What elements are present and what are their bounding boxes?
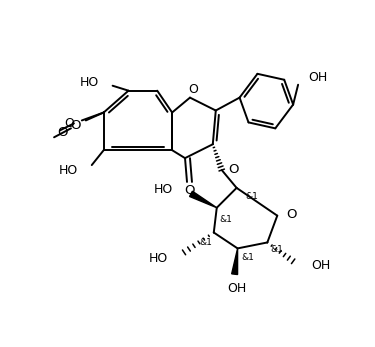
Text: O: O [64, 117, 74, 130]
Text: O: O [286, 208, 297, 221]
Text: &1: &1 [270, 245, 283, 254]
Text: HO: HO [80, 76, 99, 89]
Text: O: O [57, 126, 67, 139]
Text: O: O [70, 119, 81, 132]
Text: OH: OH [311, 259, 330, 272]
Text: &1: &1 [242, 253, 255, 262]
Text: HO: HO [154, 183, 173, 196]
Text: &1: &1 [220, 215, 232, 224]
Text: O: O [188, 83, 198, 96]
Text: OH: OH [227, 281, 246, 295]
Text: &1: &1 [246, 192, 258, 201]
Text: O: O [185, 184, 195, 197]
Text: OH: OH [308, 71, 327, 84]
Text: HO: HO [149, 252, 168, 265]
Text: O: O [229, 162, 239, 176]
Text: HO: HO [58, 163, 78, 177]
Polygon shape [189, 191, 217, 208]
Text: &1: &1 [199, 238, 212, 247]
Polygon shape [232, 248, 238, 274]
